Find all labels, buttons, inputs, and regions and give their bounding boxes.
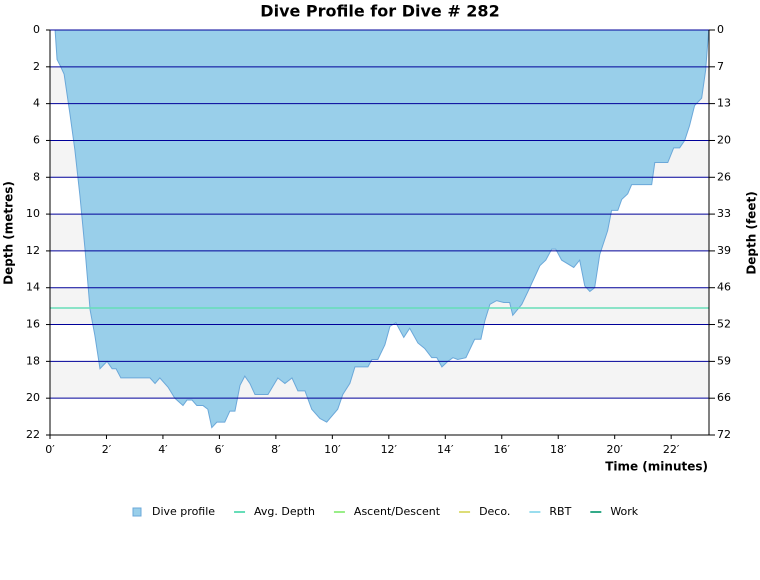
x-tick-label: 18′ (550, 443, 567, 456)
legend-label: Avg. Depth (254, 505, 315, 518)
x-tick-label: 12′ (381, 443, 398, 456)
x-tick-label: 0′ (45, 443, 55, 456)
legend-label: Work (610, 505, 638, 518)
y2-tick-label: 0 (717, 23, 724, 36)
x-tick-label: 10′ (324, 443, 341, 456)
y-tick-label: 10 (26, 207, 40, 220)
legend-label: Dive profile (152, 505, 215, 518)
x-axis-title: Time (minutes) (605, 460, 708, 474)
legend-label: RBT (549, 505, 571, 518)
area (54, 29, 710, 429)
y2-axis-title: Depth (feet) (745, 191, 759, 274)
y2-tick-label: 52 (717, 318, 731, 331)
x-tick-label: 14′ (437, 443, 454, 456)
y2-tick-label: 7 (717, 60, 724, 73)
legend-label: Deco. (479, 505, 510, 518)
x-tick-label: 2′ (102, 443, 112, 456)
x-tick-label: 22′ (663, 443, 680, 456)
y-axis-title: Depth (metres) (2, 181, 16, 285)
y2-tick-label: 39 (717, 244, 731, 257)
x-tick-label: 8′ (271, 443, 281, 456)
y2-tick-label: 13 (717, 97, 731, 110)
y2-tick-label: 59 (717, 354, 731, 367)
y-tick-label: 14 (26, 281, 40, 294)
y2-tick-label: 66 (717, 391, 731, 404)
y-tick-label: 6 (33, 133, 40, 146)
y-tick-label: 8 (33, 170, 40, 183)
y2-tick-label: 46 (717, 281, 731, 294)
y-tick-label: 12 (26, 244, 40, 257)
y-tick-label: 20 (26, 391, 40, 404)
y2-tick-label: 20 (717, 133, 731, 146)
x-tick-label: 16′ (494, 443, 511, 456)
y-tick-label: 16 (26, 318, 40, 331)
legend-swatch (132, 507, 142, 517)
x-tick-label: 4′ (158, 443, 168, 456)
x-tick-label: 6′ (215, 443, 225, 456)
y2-tick-label: 72 (717, 428, 731, 441)
y-tick-label: 2 (33, 60, 40, 73)
y-tick-label: 4 (33, 97, 40, 110)
legend-label: Ascent/Descent (354, 505, 441, 518)
y-tick-label: 22 (26, 428, 40, 441)
chart-title: Dive Profile for Dive # 282 (260, 2, 499, 21)
y2-tick-label: 26 (717, 170, 731, 183)
y2-tick-label: 33 (717, 207, 731, 220)
x-tick-label: 20′ (606, 443, 623, 456)
y-tick-label: 18 (26, 354, 40, 367)
y-tick-label: 0 (33, 23, 40, 36)
